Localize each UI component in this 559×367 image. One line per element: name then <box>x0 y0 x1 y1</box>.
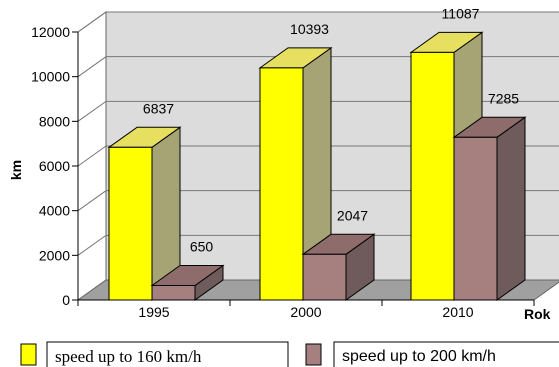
data-label: 650 <box>190 238 214 254</box>
bar <box>107 126 182 301</box>
legend-box-2 <box>333 341 559 367</box>
gridline <box>77 190 559 212</box>
x-axis: 1995 2000 2010 <box>77 299 535 320</box>
gridlines <box>77 11 559 256</box>
gridline <box>77 100 559 122</box>
legend: speed up to 160 km/h speed up to 200 km/… <box>20 341 559 367</box>
bar-side <box>496 116 526 301</box>
bars: 6837 650 10393 2047 11087 7285 <box>107 5 527 301</box>
gridline <box>77 145 559 167</box>
data-label: 11087 <box>442 5 480 21</box>
bar-front <box>259 67 304 301</box>
data-label: 6837 <box>143 100 174 116</box>
legend-item-2: speed up to 200 km/h <box>305 341 559 367</box>
legend-label-1: speed up to 160 km/h <box>55 347 202 366</box>
y-tick-label: 6000 <box>39 158 70 174</box>
data-label: 10393 <box>290 21 329 37</box>
bar-front <box>302 253 347 301</box>
bar-front <box>108 146 153 301</box>
y-tick-label: 2000 <box>39 247 70 263</box>
bar <box>258 46 333 301</box>
data-label: 7285 <box>488 90 519 106</box>
bar-front <box>151 284 196 301</box>
bar-front <box>410 51 455 301</box>
y-axis-title: km <box>8 160 24 180</box>
y-tick-label: 4000 <box>39 203 70 219</box>
data-label: 2047 <box>337 207 368 223</box>
legend-label-2: speed up to 200 km/h <box>342 348 496 365</box>
y-tick-label: 0 <box>62 292 70 308</box>
y-axis: 0 2000 4000 6000 8000 10000 12000 <box>31 24 79 308</box>
bar-front <box>453 136 498 301</box>
x-tick-label: 2010 <box>442 304 473 320</box>
x-tick-label: 2000 <box>290 304 321 320</box>
legend-box-1 <box>46 341 289 367</box>
gridline <box>77 11 559 33</box>
y-tick-label: 10000 <box>31 69 70 85</box>
legend-item-1: speed up to 160 km/h <box>20 341 289 367</box>
gridline <box>77 234 559 256</box>
legend-swatch-1 <box>20 343 37 366</box>
gridline <box>77 56 559 78</box>
x-axis-title: Rok <box>524 306 551 322</box>
bar <box>452 116 527 301</box>
y-tick-label: 8000 <box>39 113 70 129</box>
x-tick-label: 1995 <box>138 304 169 320</box>
y-tick-label: 12000 <box>31 24 70 40</box>
legend-swatch-2 <box>305 343 322 366</box>
